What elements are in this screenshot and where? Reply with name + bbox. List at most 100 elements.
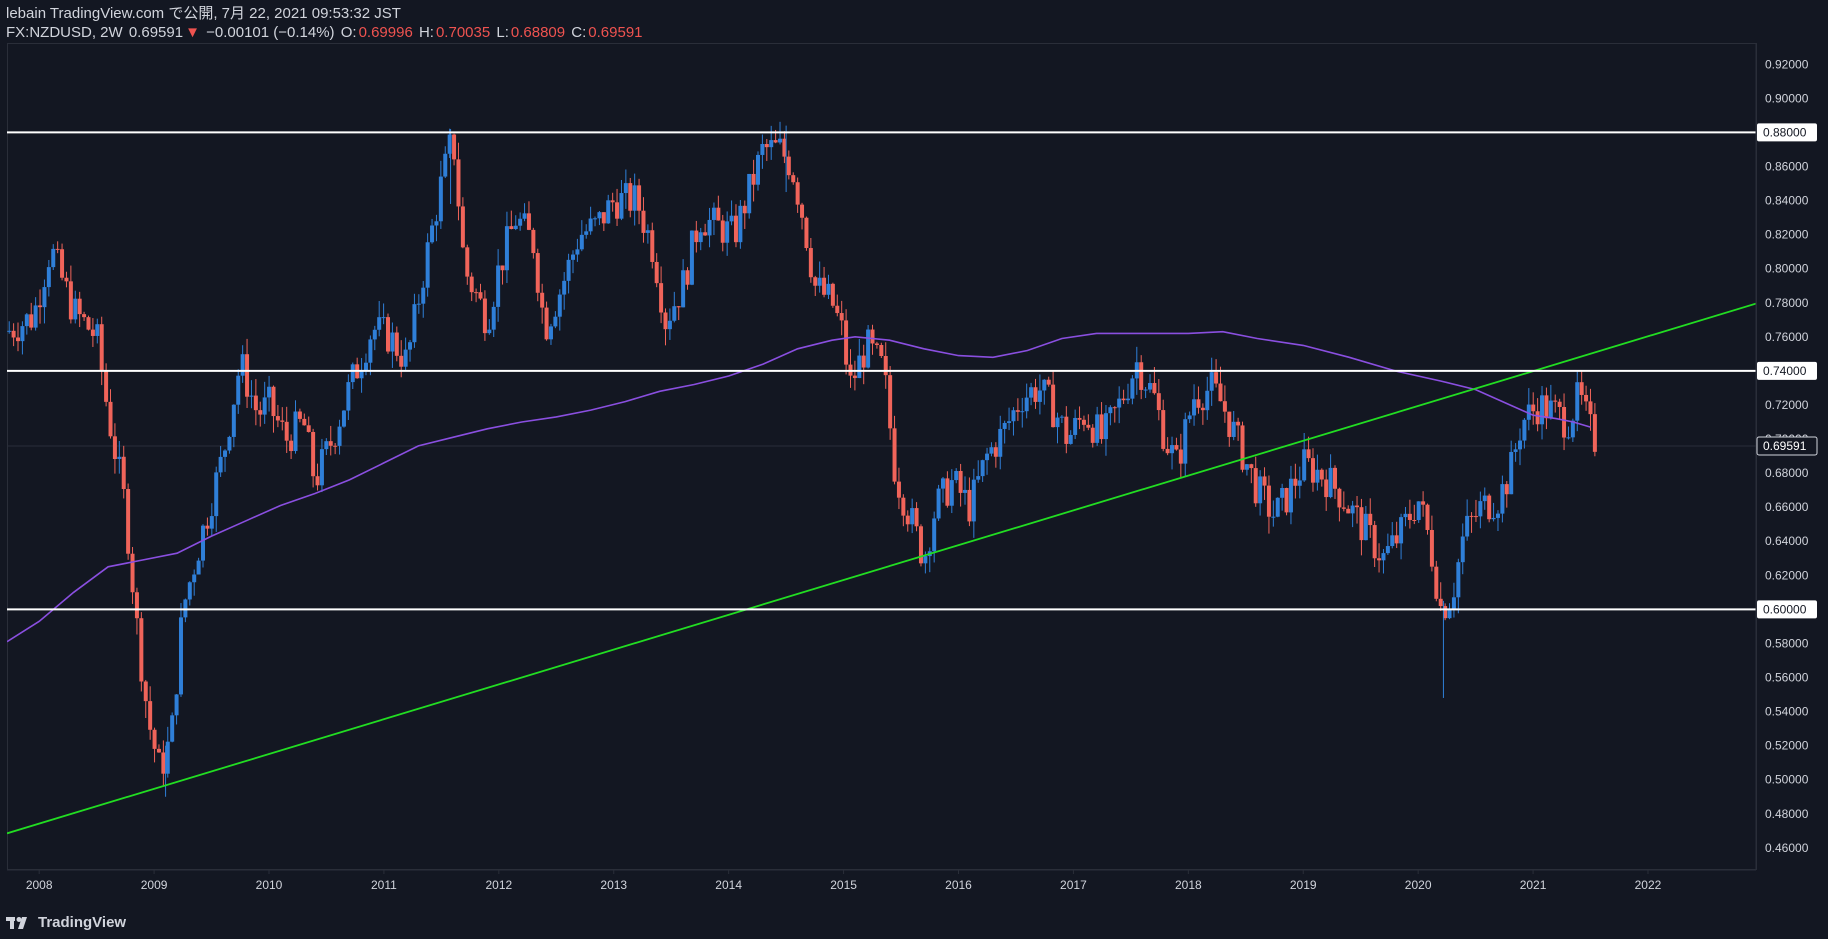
candle-down: [809, 248, 813, 277]
candle-up: [562, 281, 566, 295]
candle-down: [1033, 387, 1037, 402]
candle-down: [743, 206, 747, 213]
candle-up: [1289, 479, 1293, 513]
y-tick-label: 0.68000: [1765, 466, 1809, 480]
candle-down: [1285, 488, 1289, 512]
candle-down: [16, 337, 20, 341]
candle-down: [1355, 506, 1359, 508]
candle-up: [730, 216, 734, 222]
candle-up: [351, 364, 355, 382]
candle-down: [765, 144, 769, 147]
candle-up: [923, 556, 927, 563]
candle-up: [937, 489, 941, 519]
candle-up: [1399, 517, 1403, 543]
candle-down: [540, 293, 544, 308]
candle-down: [271, 387, 275, 416]
candle-up: [1192, 399, 1196, 415]
candle-up: [170, 715, 174, 741]
candle-down: [655, 262, 659, 283]
candle-down: [205, 526, 209, 529]
candle-down: [959, 471, 963, 493]
candle-down: [659, 283, 663, 312]
candle-up: [505, 226, 509, 270]
candle-down: [967, 490, 971, 521]
candle-down: [1426, 505, 1430, 530]
candle-down: [1214, 372, 1218, 383]
x-tick-label: 2019: [1290, 878, 1317, 892]
candle-up: [1302, 449, 1306, 480]
candle-up: [236, 376, 240, 405]
candle-down: [470, 277, 474, 293]
candle-up: [1500, 484, 1504, 514]
candle-down: [1267, 486, 1271, 517]
candle-down: [113, 436, 117, 459]
candle-down: [509, 226, 513, 229]
candle-up: [390, 333, 394, 352]
candle-down: [1139, 362, 1143, 390]
candle-down: [545, 308, 549, 340]
tradingview-icon: [6, 916, 32, 930]
candle-down: [1544, 395, 1548, 418]
candle-down: [1227, 412, 1231, 437]
y-tick-label: 0.58000: [1765, 636, 1809, 650]
candle-down: [386, 317, 390, 351]
candle-up: [1011, 410, 1015, 421]
candle-down: [703, 232, 707, 235]
y-tick-label: 0.46000: [1765, 841, 1809, 855]
candle-down: [804, 218, 808, 248]
candle-down: [1293, 479, 1297, 486]
candle-up: [1571, 421, 1575, 438]
candle-down: [637, 185, 641, 210]
candle-up: [1452, 597, 1456, 608]
candle-up: [382, 317, 386, 318]
candle-down: [853, 376, 857, 378]
candle-down: [280, 420, 284, 421]
candle-up: [412, 304, 416, 342]
candle-down: [12, 331, 16, 338]
candle-down: [536, 253, 540, 293]
candle-down: [871, 330, 875, 344]
candle-down: [91, 330, 95, 336]
candle-down: [1430, 530, 1434, 567]
candle-up: [373, 330, 377, 340]
candle-up: [487, 330, 491, 333]
candle-up: [954, 471, 958, 480]
candle-down: [800, 205, 804, 218]
candle-down: [1487, 496, 1491, 520]
candle-up: [756, 155, 760, 185]
candle-up: [1183, 419, 1187, 463]
candle-down: [1091, 428, 1095, 443]
candle-down: [686, 270, 690, 284]
candle-down: [1434, 567, 1438, 599]
candle-up: [760, 144, 764, 155]
candle-down: [144, 681, 148, 701]
candle-up: [249, 396, 253, 397]
y-tick-label: 0.86000: [1765, 159, 1809, 173]
candle-down: [791, 175, 795, 182]
candle-up: [646, 230, 650, 233]
candle-up: [1381, 553, 1385, 560]
candle-down: [474, 292, 478, 293]
candle-down: [611, 200, 615, 202]
candle-down: [1337, 489, 1341, 508]
candle-down: [945, 478, 949, 505]
candle-up: [1566, 437, 1570, 438]
candle-up: [1496, 514, 1500, 518]
candle-down: [906, 516, 910, 525]
candle-down: [1086, 425, 1090, 428]
candle-up: [941, 478, 945, 488]
candle-down: [254, 396, 258, 411]
candle-down: [289, 441, 293, 451]
y-tick-label: 0.64000: [1765, 534, 1809, 548]
candle-up: [496, 265, 500, 306]
level-price-tag-label: 0.60000: [1763, 602, 1807, 616]
candle-down: [893, 428, 897, 481]
candle-down: [78, 299, 82, 314]
candle-down: [1166, 449, 1170, 453]
candle-up: [672, 306, 676, 321]
tradingview-logo[interactable]: TradingView: [6, 914, 126, 931]
candle-up: [417, 304, 421, 305]
candle-down: [1531, 405, 1535, 412]
candle-up: [1514, 449, 1518, 452]
